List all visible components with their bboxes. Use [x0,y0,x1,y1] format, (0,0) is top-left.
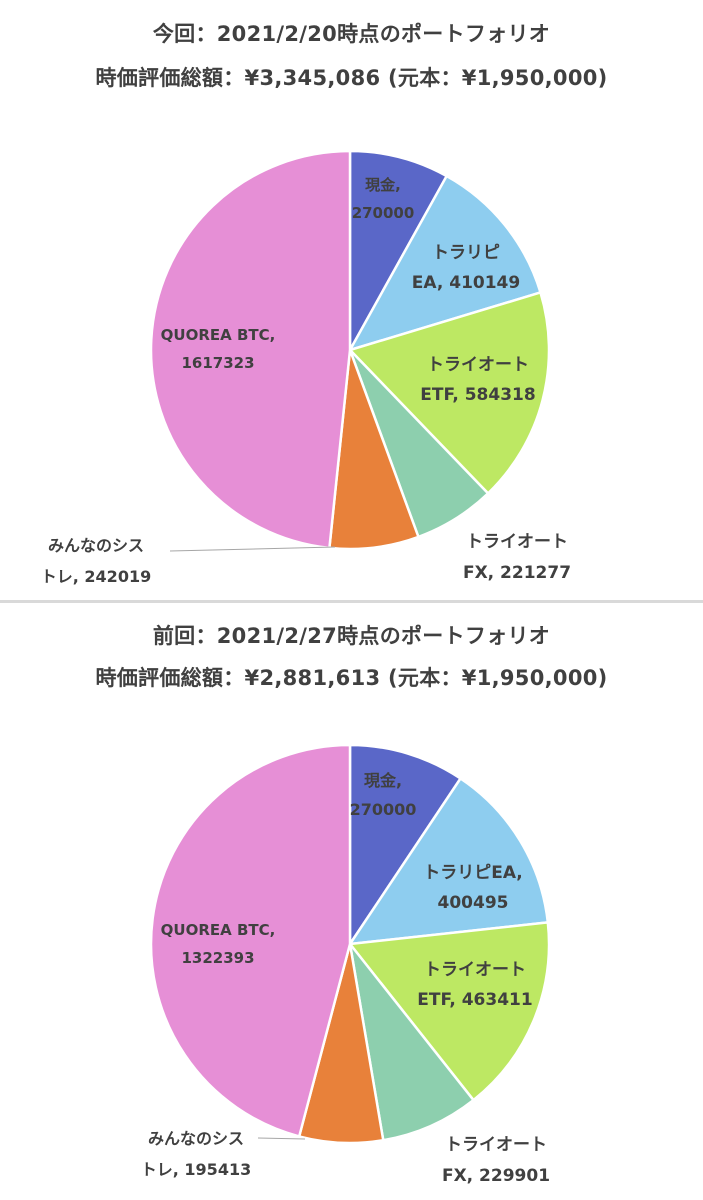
slice-label-line: QUOREA BTC, [161,921,276,939]
pie-slice [348,149,449,355]
slice-label-line: みんなのシス [48,536,144,555]
slice-label-line: トラリピ [432,243,500,263]
slice-label-line: 1617323 [181,354,254,372]
slice-label-line: みんなのシス [148,1129,244,1148]
chart-title: 今回：2021/2/20時点のポートフォリオ [152,22,551,46]
pie-slice [347,921,551,1102]
slice-label-line: QUOREA BTC, [161,326,276,344]
slice-label-line: トライオート [427,355,529,375]
slice-label-line: トラリピEA, [423,863,523,883]
panel-divider [0,600,703,603]
pie-slice [347,776,550,946]
slice-label-line: ETF, 584318 [420,385,535,405]
slice-label-line: FX, 221277 [463,563,571,583]
pie-chart-current: 現金, 270000 トラリピ EA, 410149 トライオート ETF, 584318… [41,149,571,586]
slice-label: トライオート ETF, 584318 [420,355,535,405]
slice-label: QUOREA BTC, 1617323 [161,326,276,372]
slice-label-line: トライオート [424,960,526,980]
slice-label: トラリピEA, 400495 [423,863,523,913]
chart-subtitle: 時価評価総額：¥3,345,086 (元本：¥1,950,000) [95,66,608,90]
pie-slice [348,743,463,949]
pie-slice [347,290,551,496]
slice-label-line: 現金, [365,176,401,194]
leader-line [257,1137,306,1140]
slice-label-line: トレ, 195413 [141,1160,251,1179]
slice-label-line: トライオート [466,532,568,552]
slice-label: トライオート FX, 229901 [442,1135,550,1186]
slice-label: みんなのシストレ, 242019 [41,536,151,586]
slice-label-line: トライオート [445,1135,547,1155]
slice-label-line: 270000 [350,800,417,819]
pie-slice [149,149,352,550]
slice-label: 現金, 270000 [350,771,417,819]
slice-label: トライオート ETF, 463411 [417,960,532,1010]
slice-label: みんなのシストレ, 195413 [141,1129,251,1179]
slice-label-line: 270000 [352,204,415,222]
slice-label-line: 1322393 [181,949,254,967]
chart-title: 前回：2021/2/27時点のポートフォリオ [152,624,551,648]
chart-subtitle: 時価評価総額：¥2,881,613 (元本：¥1,950,000) [95,666,608,690]
chart-panel-current: 今回：2021/2/20時点のポートフォリオ 時価評価総額：¥3,345,086… [41,22,608,586]
slice-label-line: ETF, 463411 [417,990,532,1010]
slice-label-line: FX, 229901 [442,1166,550,1186]
slice-label-line: トレ, 242019 [41,567,151,586]
slice-label: トライオート FX, 221277 [463,532,571,583]
slice-label-line: 現金, [364,771,402,790]
leader-line [169,546,336,552]
slice-label: トラリピ EA, 410149 [412,243,520,293]
slice-label: QUOREA BTC, 1322393 [161,921,276,967]
slice-label-line: 400495 [438,893,509,913]
pie-slice [348,943,476,1142]
pie-slice [149,743,352,1138]
slice-label-line: EA, 410149 [412,273,520,293]
slice-label: 現金, 270000 [352,176,415,222]
chart-panel-previous: 前回：2021/2/27時点のポートフォリオ 時価評価総額：¥2,881,613… [0,603,703,1200]
